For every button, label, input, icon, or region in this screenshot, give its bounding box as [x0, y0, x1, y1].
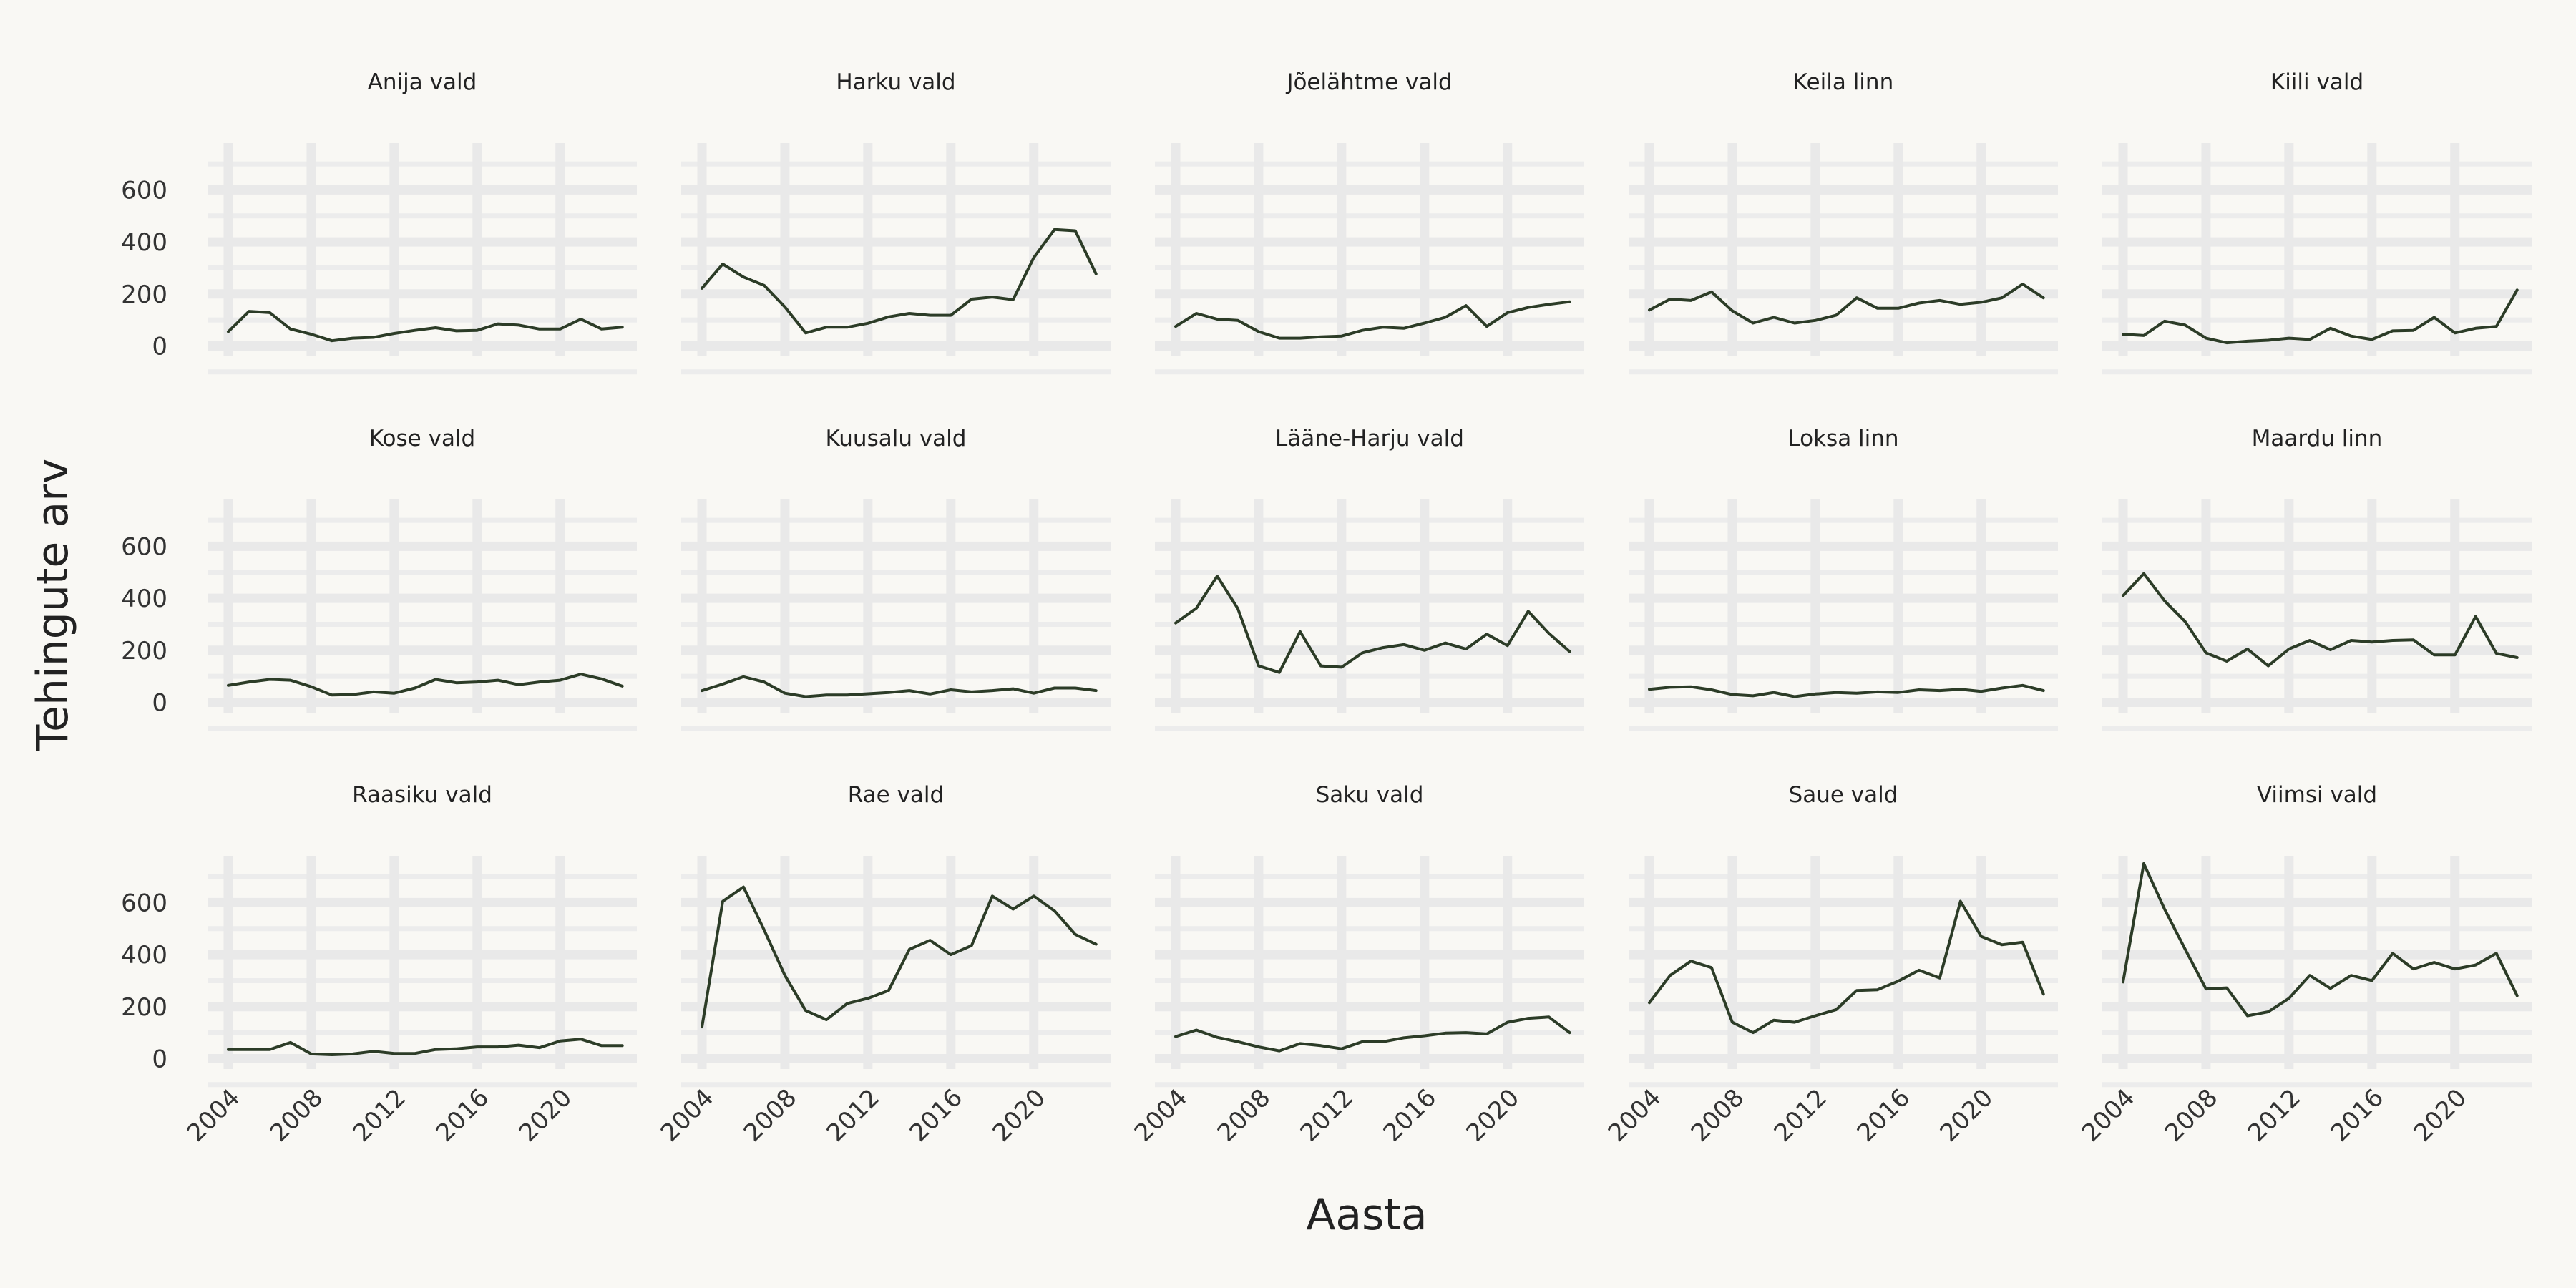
panel-title: Kuusalu vald — [826, 426, 967, 452]
panel: Jõelähtme vald — [1155, 69, 1584, 375]
x-tick-label: 2020 — [1461, 1083, 1525, 1147]
panel: Kose vald 0 200 400 600 — [121, 426, 637, 731]
series-line — [701, 228, 1098, 335]
panel: Saue vald 2004 2008 2012 2016 2020 — [1603, 782, 2058, 1148]
x-tick-label: 2020 — [987, 1083, 1051, 1147]
x-tick-label: 2012 — [821, 1083, 885, 1147]
x-tick-label: 2004 — [1603, 1083, 1667, 1147]
x-tick-label: 2008 — [2160, 1083, 2223, 1147]
y-tick-label: 0 — [152, 1045, 167, 1073]
series-line — [2122, 288, 2519, 345]
series-line — [227, 310, 624, 343]
y-axis-title: Tehingute arv — [28, 459, 78, 752]
panel: Loksa linn — [1629, 426, 2058, 731]
x-tick-label: 2016 — [2326, 1083, 2389, 1147]
panel: Rae vald 2004 2008 2012 2016 2020 — [655, 782, 1111, 1148]
y-tick-label: 600 — [121, 889, 167, 917]
panel-title: Rae vald — [848, 782, 944, 808]
series-line — [1648, 899, 2045, 1035]
y-tick-label: 600 — [121, 176, 167, 205]
y-tick-label: 200 — [121, 280, 167, 309]
panel-title: Anija vald — [368, 69, 477, 95]
series-line — [1174, 300, 1571, 340]
panel-title: Loksa linn — [1787, 426, 1898, 452]
x-tick-label: 2004 — [1129, 1083, 1193, 1147]
y-tick-label: 400 — [121, 585, 167, 613]
panel: Kuusalu vald — [681, 426, 1111, 731]
panel-title: Jõelähtme vald — [1285, 69, 1452, 95]
series-line — [227, 673, 624, 697]
x-tick-label: 2016 — [1852, 1083, 1916, 1147]
x-tick-label: 2012 — [2243, 1083, 2306, 1147]
series-line — [701, 675, 1098, 698]
panel-title: Lääne-Harju vald — [1275, 426, 1464, 452]
x-tick-label: 2008 — [1686, 1083, 1750, 1147]
x-tick-label: 2012 — [1295, 1083, 1359, 1147]
series-line — [1648, 283, 2045, 325]
panel-title: Raasiku vald — [352, 782, 492, 808]
panel-title: Viimsi vald — [2257, 782, 2377, 808]
x-tick-label: 2012 — [1769, 1083, 1833, 1147]
x-tick-label: 2004 — [2077, 1083, 2140, 1147]
y-tick-label: 0 — [152, 688, 167, 717]
series-line — [227, 1038, 624, 1056]
x-tick-label: 2004 — [182, 1083, 245, 1147]
panel: Keila linn — [1629, 69, 2058, 375]
series-line — [1174, 1015, 1571, 1053]
panel-title: Kose vald — [369, 426, 475, 452]
x-tick-label: 2020 — [1935, 1083, 1999, 1147]
panel: Raasiku vald 0 200 400 600 2004 2008 2012 2016 20… — [121, 782, 637, 1148]
y-tick-label: 400 — [121, 228, 167, 257]
panel: Maardu linn — [2102, 426, 2532, 731]
panel-title: Saue vald — [1789, 782, 1898, 808]
panel: Viimsi vald 2004 2008 2012 2016 2020 — [2077, 782, 2532, 1148]
series-line — [2122, 572, 2519, 668]
y-tick-label: 600 — [121, 532, 167, 561]
x-tick-label: 2020 — [2409, 1083, 2472, 1147]
y-tick-label: 200 — [121, 993, 167, 1022]
series-line — [1648, 683, 2045, 698]
x-tick-label: 2004 — [655, 1083, 719, 1147]
x-tick-label: 2016 — [431, 1083, 494, 1147]
y-tick-label: 0 — [152, 332, 167, 361]
x-tick-label: 2008 — [1212, 1083, 1276, 1147]
x-tick-label: 2008 — [738, 1083, 802, 1147]
panel: Lääne-Harju vald — [1155, 426, 1584, 731]
x-tick-label: 2012 — [348, 1083, 411, 1147]
x-tick-label: 2008 — [265, 1083, 328, 1147]
panel-title: Harku vald — [836, 69, 955, 95]
x-tick-label: 2020 — [514, 1083, 577, 1147]
series-line — [701, 885, 1098, 1029]
panel-title: Keila linn — [1793, 69, 1893, 95]
panel: Saku vald 2004 2008 2012 2016 2020 — [1129, 782, 1584, 1148]
y-tick-label: 400 — [121, 941, 167, 970]
panel: Harku vald — [681, 69, 1111, 375]
panel-title: Maardu linn — [2252, 426, 2383, 452]
x-tick-label: 2016 — [1378, 1083, 1442, 1147]
panel-title: Saku vald — [1316, 782, 1424, 808]
x-axis-title: Aasta — [1306, 1190, 1427, 1240]
panel: Anija vald 0 200 400 600 — [121, 69, 637, 375]
y-tick-label: 200 — [121, 637, 167, 665]
panel-title: Kiili vald — [2270, 69, 2363, 95]
series-line — [1174, 575, 1571, 674]
panel: Kiili vald — [2102, 69, 2532, 375]
series-line — [2122, 862, 2519, 1018]
x-tick-label: 2016 — [904, 1083, 968, 1147]
